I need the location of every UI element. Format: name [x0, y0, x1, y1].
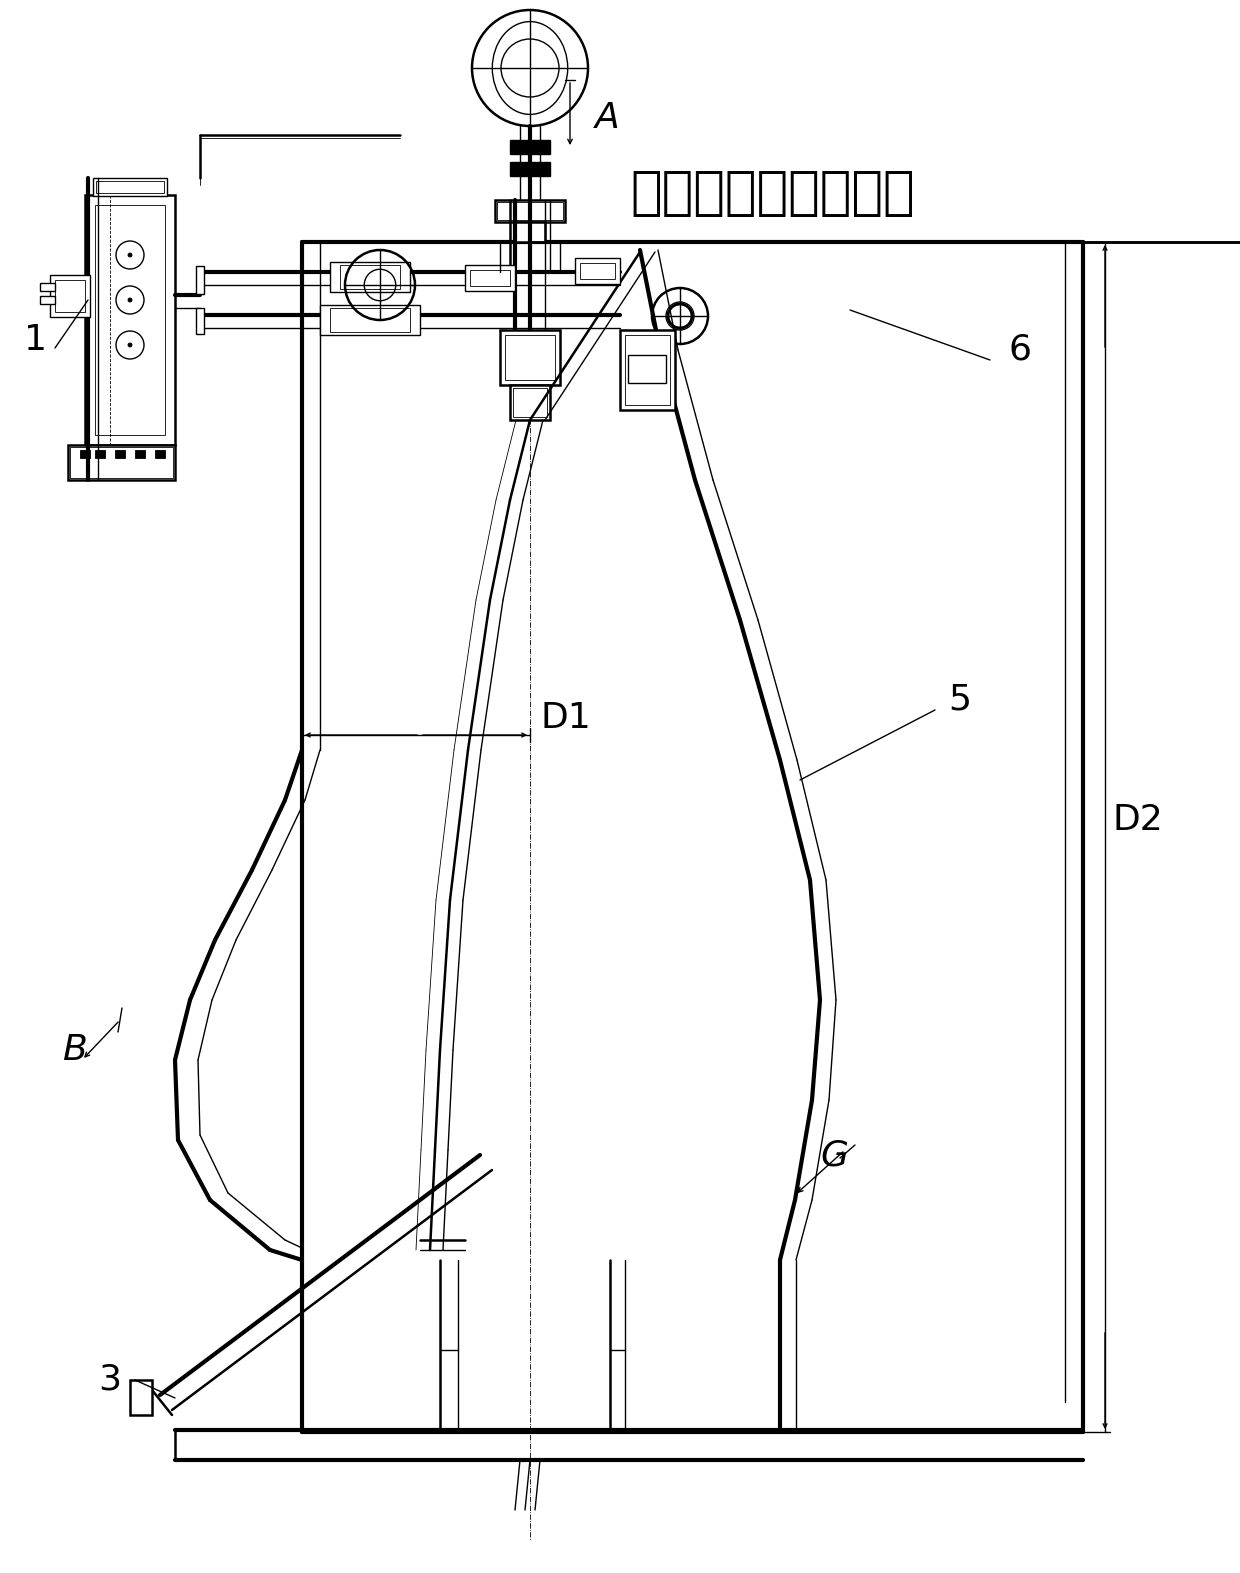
- Circle shape: [128, 253, 131, 256]
- Bar: [40, 296, 55, 304]
- Bar: [130, 1380, 153, 1416]
- Text: 1: 1: [24, 322, 47, 357]
- Bar: [115, 450, 125, 458]
- Bar: [580, 263, 615, 278]
- Bar: [95, 450, 105, 458]
- Bar: [155, 450, 165, 458]
- Bar: [50, 275, 91, 318]
- Bar: [68, 445, 175, 480]
- Bar: [575, 258, 620, 285]
- Bar: [497, 201, 563, 220]
- Bar: [330, 308, 410, 332]
- Bar: [95, 204, 165, 436]
- Bar: [510, 140, 551, 154]
- Bar: [55, 280, 86, 311]
- Text: 6: 6: [1008, 333, 1032, 367]
- Circle shape: [128, 297, 131, 302]
- Bar: [627, 355, 666, 382]
- Bar: [340, 264, 401, 289]
- Bar: [495, 200, 565, 222]
- Text: G: G: [820, 1137, 848, 1172]
- Circle shape: [128, 343, 131, 348]
- Bar: [513, 389, 547, 417]
- Text: D1: D1: [539, 702, 590, 735]
- Text: A: A: [595, 101, 620, 135]
- Bar: [196, 308, 205, 333]
- Text: B: B: [62, 1033, 87, 1066]
- Text: 5: 5: [949, 683, 971, 717]
- Bar: [500, 330, 560, 385]
- Bar: [625, 335, 670, 404]
- Bar: [86, 195, 175, 445]
- Bar: [69, 447, 174, 478]
- Bar: [515, 222, 546, 242]
- Text: 进气口（圆口）中心: 进气口（圆口）中心: [630, 167, 915, 219]
- Bar: [196, 266, 205, 294]
- Bar: [620, 330, 675, 411]
- Bar: [320, 305, 420, 335]
- Bar: [465, 264, 515, 291]
- Bar: [93, 178, 167, 197]
- Bar: [510, 385, 551, 420]
- Bar: [95, 181, 164, 193]
- Bar: [135, 450, 145, 458]
- Bar: [40, 283, 55, 291]
- Bar: [81, 450, 91, 458]
- Bar: [510, 162, 551, 176]
- Text: D2: D2: [1112, 802, 1163, 837]
- Text: 3: 3: [98, 1362, 122, 1397]
- Bar: [330, 263, 410, 293]
- Bar: [505, 335, 556, 381]
- Bar: [470, 271, 510, 286]
